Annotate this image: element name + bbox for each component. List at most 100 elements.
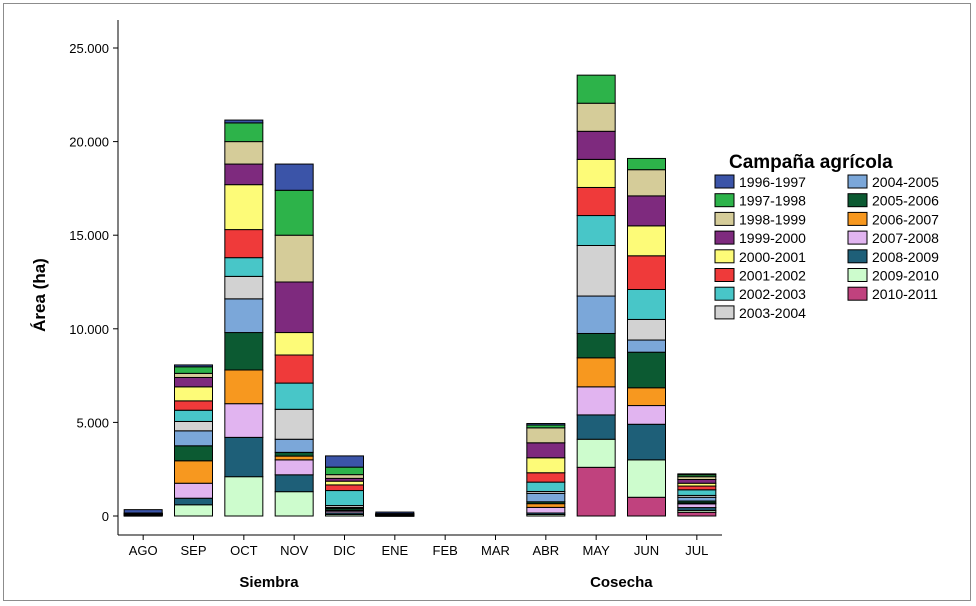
bar-segment [224, 119, 264, 124]
bar-segment [526, 492, 566, 503]
legend-label: 2008-2009 [872, 249, 939, 265]
bar-segment [627, 405, 666, 425]
legend-label: 2010-2011 [872, 286, 938, 302]
y-tick-label: 20.000 [69, 135, 109, 150]
x-tick-label: NOV [280, 543, 309, 558]
bar-segment [274, 474, 314, 493]
bar-segment [576, 414, 616, 440]
x-tick-label: JUL [685, 543, 708, 558]
legend-swatch [847, 193, 868, 208]
bar-segment [274, 234, 314, 283]
bar-segment [576, 74, 616, 104]
y-tick-label: 5.000 [76, 415, 109, 430]
bar-segment [123, 509, 163, 514]
bar-segment [174, 409, 213, 422]
x-tick-label: SEP [180, 543, 206, 558]
y-tick-label: 15.000 [69, 228, 109, 243]
bars [123, 74, 717, 517]
bar-segment [224, 436, 264, 478]
bar-segment [526, 472, 566, 483]
bar-segment [627, 288, 666, 320]
bar-segment [174, 386, 213, 402]
bar-segment [174, 364, 213, 368]
bar-segment [576, 357, 616, 388]
legend-label: 2005-2006 [872, 193, 939, 209]
bar-segment [325, 490, 364, 507]
bar-segment [526, 506, 566, 514]
legend-swatch [714, 174, 735, 189]
bar-segment [274, 408, 314, 440]
x-tick-label: ABR [532, 543, 559, 558]
legend-swatch [714, 286, 735, 301]
bar-segment [576, 158, 616, 188]
legend-swatch [847, 230, 868, 245]
bar-segment [274, 459, 314, 476]
bar-segment [174, 430, 213, 447]
bar-segment [325, 455, 364, 468]
bar-segment [174, 497, 213, 506]
bar-segment [224, 184, 264, 231]
bar-segment [576, 244, 616, 297]
bar-segment [627, 169, 666, 197]
x-tick-label: AGO [129, 543, 158, 558]
bar-segment [576, 102, 616, 132]
bar-segment [325, 474, 364, 479]
bar-segment [274, 438, 314, 453]
bar-segment [224, 163, 264, 186]
legend-swatch [714, 268, 735, 282]
legend-label: 2004-2005 [872, 174, 939, 190]
axes: 0 5.000 10.000 15.000 20.000 25.000 AGO SEP OCT N… [69, 20, 722, 591]
bar-segment [174, 400, 213, 411]
legend: Campaña agrícola 1996-1997 1997-1998 1998-… [714, 152, 939, 321]
legend-swatch [714, 305, 735, 320]
bar-segment [325, 466, 364, 476]
bar-segment [224, 369, 264, 405]
legend-label: 2003-2004 [739, 305, 806, 321]
bar-segment [627, 157, 666, 171]
legend-label: 1997-1998 [739, 193, 806, 209]
bar-segment [174, 445, 213, 462]
bar-segment [224, 257, 264, 277]
legend-label: 2001-2002 [739, 268, 806, 284]
legend-swatch [714, 230, 735, 245]
bar-segment [274, 451, 314, 457]
bar-segment [627, 339, 666, 353]
bar-segment [627, 459, 666, 498]
bar-segment [627, 195, 666, 227]
legend-swatch [847, 286, 868, 301]
bar-segment [576, 130, 616, 160]
x-tick-label: ENE [381, 543, 408, 558]
legend-title: Campaña agrícola [729, 152, 893, 173]
bar-segment [677, 485, 717, 491]
bar-segment [224, 141, 264, 165]
bar-segment [627, 225, 666, 257]
bar-segment [174, 504, 213, 517]
bar-segment [526, 442, 566, 459]
x-tick-label: JUN [634, 543, 659, 558]
bar-segment [576, 332, 616, 359]
bar-segment [274, 382, 314, 410]
bar-segment [274, 281, 314, 334]
bar-segment [325, 484, 364, 492]
legend-label: 2006-2007 [872, 211, 939, 227]
bar-segment [174, 420, 213, 432]
legend-label: 2009-2010 [872, 268, 939, 284]
bar-segment [526, 427, 566, 444]
bar-segment [274, 354, 314, 384]
group-label: Cosecha [590, 574, 653, 591]
legend-label: 1996-1997 [739, 174, 806, 190]
bar-segment [677, 503, 717, 509]
bar-segment [677, 473, 717, 476]
bar-segment [627, 318, 666, 341]
bar-segment [274, 163, 314, 191]
legend-swatch [714, 249, 735, 264]
bar-segment [576, 466, 616, 517]
x-tick-label: OCT [230, 543, 258, 558]
bar-segment [325, 480, 364, 486]
bar-segment [627, 423, 666, 461]
bar-segment [576, 215, 616, 246]
legend-swatch [847, 174, 868, 189]
legend-swatch [847, 268, 868, 282]
legend-label: 2002-2003 [739, 286, 806, 302]
bar-segment [274, 189, 314, 236]
